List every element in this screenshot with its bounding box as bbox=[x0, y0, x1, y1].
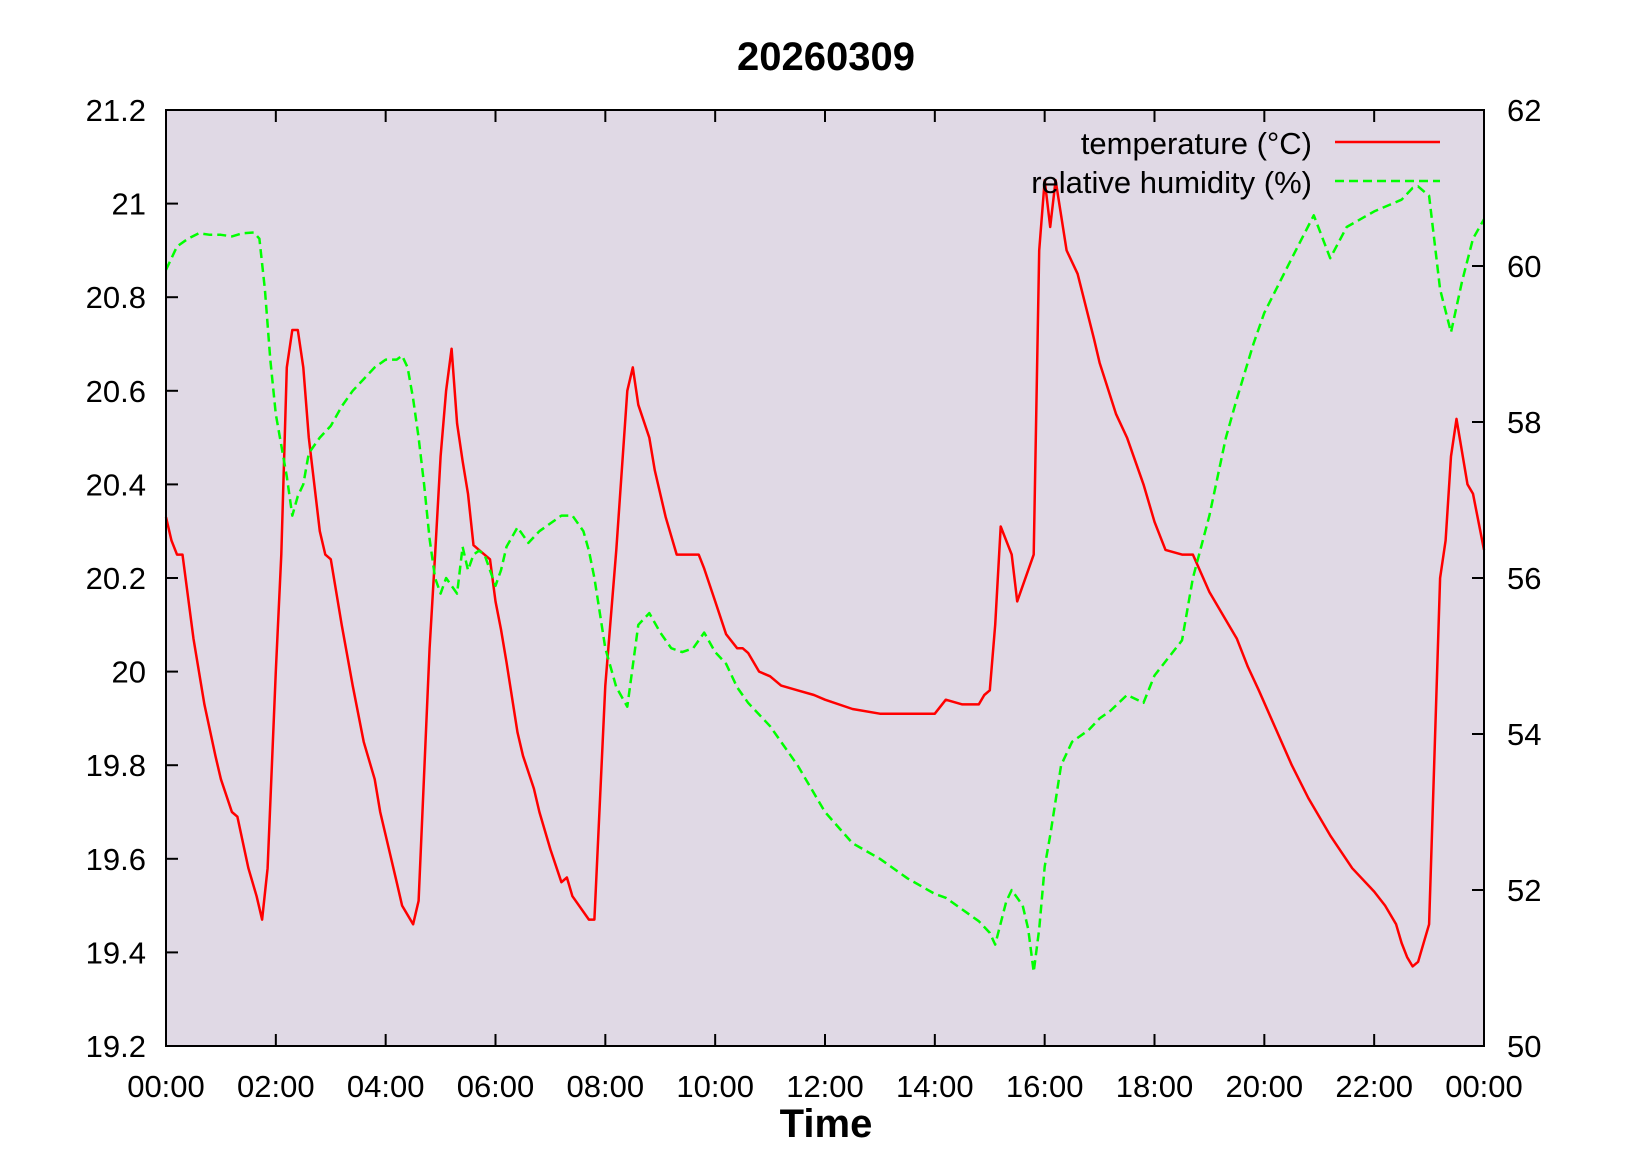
y-tick-label: 20.8 bbox=[86, 280, 146, 315]
legend-humidity-label: relative humidity (%) bbox=[1031, 165, 1312, 200]
y-tick-label: 21.2 bbox=[86, 93, 146, 128]
x-tick-label: 08:00 bbox=[567, 1069, 645, 1104]
x-tick-label: 18:00 bbox=[1116, 1069, 1194, 1104]
y-tick-label: 20.2 bbox=[86, 561, 146, 596]
y2-tick-label: 62 bbox=[1507, 93, 1541, 128]
y-tick-label: 19.6 bbox=[86, 842, 146, 877]
plot-frame bbox=[165, 109, 1485, 1047]
humidity-series-line bbox=[164, 185, 1486, 974]
y-tick-label: 20 bbox=[112, 655, 146, 690]
chart-title: 20260309 bbox=[737, 35, 915, 79]
x-tick-label: 16:00 bbox=[1006, 1069, 1084, 1104]
y2-tick-label: 56 bbox=[1507, 561, 1541, 596]
x-tick-label: 06:00 bbox=[457, 1069, 535, 1104]
y-tick-label: 21 bbox=[112, 187, 146, 222]
temperature-series-line bbox=[164, 178, 1486, 968]
x-axis-label: Time bbox=[780, 1102, 873, 1146]
x-tick-label: 22:00 bbox=[1335, 1069, 1413, 1104]
y-tick-label: 19.2 bbox=[86, 1029, 146, 1064]
plot-area bbox=[166, 110, 1484, 1046]
y-tick-label: 20.4 bbox=[86, 467, 146, 502]
y2-tick-label: 50 bbox=[1507, 1029, 1541, 1064]
y2-tick-label: 54 bbox=[1507, 717, 1541, 752]
y-tick-label: 19.8 bbox=[86, 748, 146, 783]
x-tick-label: 00:00 bbox=[127, 1069, 205, 1104]
legend-temperature-label: temperature (°C) bbox=[1081, 126, 1312, 161]
x-tick-label: 04:00 bbox=[347, 1069, 425, 1104]
y2-tick-label: 52 bbox=[1507, 873, 1541, 908]
legend: temperature (°C) relative humidity (%) bbox=[1031, 126, 1440, 200]
y-tick-label: 19.4 bbox=[86, 935, 146, 970]
x-tick-label: 14:00 bbox=[896, 1069, 974, 1104]
x-tick-label: 12:00 bbox=[786, 1069, 864, 1104]
x-tick-label: 02:00 bbox=[237, 1069, 315, 1104]
x-tick-label: 20:00 bbox=[1226, 1069, 1304, 1104]
chart-marks bbox=[164, 178, 1486, 974]
y2-tick-label: 58 bbox=[1507, 405, 1541, 440]
axis-ticks: 00:00 02:00 04:00 06:00 08:00 10:00 12:00 14:00… bbox=[86, 93, 1542, 1104]
x-tick-label: 00:00 bbox=[1445, 1069, 1523, 1104]
y2-tick-label: 60 bbox=[1507, 249, 1541, 284]
x-tick-label: 10:00 bbox=[676, 1069, 754, 1104]
y-tick-label: 20.6 bbox=[86, 374, 146, 409]
